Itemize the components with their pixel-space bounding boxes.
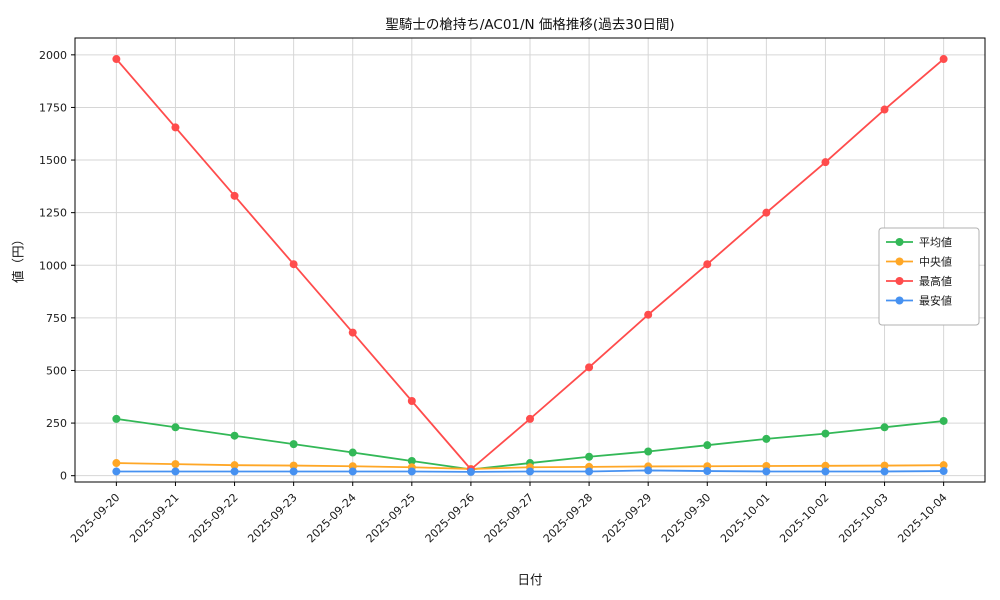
data-point-marker bbox=[289, 461, 298, 470]
x-tick-label: 2025-09-30 bbox=[659, 491, 713, 545]
data-point-marker bbox=[526, 414, 534, 423]
legend-label: 最安値 bbox=[919, 294, 952, 308]
legend-label: 平均値 bbox=[919, 236, 952, 249]
data-point-marker bbox=[112, 55, 121, 64]
data-point-marker bbox=[171, 123, 180, 132]
data-point-marker bbox=[821, 158, 830, 167]
data-point-marker bbox=[939, 55, 948, 64]
legend-marker bbox=[895, 257, 904, 266]
data-point-marker bbox=[821, 429, 830, 438]
legend-marker bbox=[895, 277, 904, 285]
series-最安値 bbox=[112, 466, 948, 476]
legend-label: 中央値 bbox=[919, 256, 952, 269]
data-point-marker bbox=[112, 467, 121, 476]
data-point-marker bbox=[407, 456, 416, 465]
y-tick-label: 750 bbox=[46, 312, 67, 325]
data-point-marker bbox=[703, 467, 712, 476]
x-axis-label: 日付 bbox=[517, 572, 543, 587]
x-tick-label: 2025-09-29 bbox=[600, 491, 654, 545]
x-tick-label: 2025-10-03 bbox=[836, 491, 890, 545]
data-point-marker bbox=[703, 441, 712, 450]
data-point-marker bbox=[880, 105, 889, 114]
data-point-marker bbox=[112, 414, 121, 423]
data-point-marker bbox=[230, 467, 239, 476]
data-point-marker bbox=[880, 461, 889, 470]
y-tick-label: 1750 bbox=[39, 101, 67, 114]
y-axis-label: 値（円） bbox=[10, 232, 26, 284]
grid-lines bbox=[75, 38, 985, 482]
data-point-marker bbox=[821, 461, 830, 470]
data-point-marker bbox=[585, 452, 594, 461]
data-point-marker bbox=[289, 467, 298, 476]
x-tick-label: 2025-09-27 bbox=[482, 491, 536, 545]
y-tick-label: 250 bbox=[46, 417, 67, 430]
series-最高値 bbox=[112, 55, 948, 474]
data-point-marker bbox=[644, 447, 653, 456]
data-point-marker bbox=[348, 328, 357, 337]
data-point-marker bbox=[644, 310, 653, 319]
chart-title: 聖騎士の槍持ち/AC01/N 価格推移(過去30日間) bbox=[385, 17, 675, 33]
y-tick-label: 2000 bbox=[39, 49, 67, 62]
legend-label: 最高値 bbox=[919, 274, 952, 288]
x-tick-label: 2025-09-26 bbox=[423, 491, 477, 545]
data-point-marker bbox=[289, 440, 298, 449]
data-point-marker bbox=[762, 208, 771, 217]
x-tick-label: 2025-10-02 bbox=[777, 491, 831, 545]
data-point-marker bbox=[171, 467, 180, 476]
data-point-marker bbox=[762, 467, 771, 476]
data-point-marker bbox=[230, 191, 239, 200]
y-tick-label: 0 bbox=[60, 470, 67, 483]
data-point-marker bbox=[348, 448, 357, 457]
y-tick-label: 1500 bbox=[39, 154, 67, 167]
x-tick-label: 2025-09-22 bbox=[186, 491, 240, 545]
data-point-marker bbox=[939, 461, 948, 470]
x-tick-label: 2025-09-20 bbox=[68, 491, 122, 545]
legend-marker bbox=[895, 238, 904, 246]
data-point-marker bbox=[880, 467, 889, 476]
y-tick-label: 500 bbox=[46, 364, 67, 377]
data-point-marker bbox=[407, 396, 416, 405]
data-point-marker bbox=[762, 434, 771, 443]
data-point-marker bbox=[348, 467, 357, 476]
series-中央値 bbox=[112, 459, 948, 473]
axis-ticks bbox=[71, 54, 945, 486]
data-point-marker bbox=[171, 460, 180, 469]
x-tick-label: 2025-09-28 bbox=[541, 491, 595, 545]
data-point-marker bbox=[112, 459, 121, 468]
data-point-marker bbox=[762, 462, 771, 471]
data-point-marker bbox=[289, 260, 298, 269]
data-point-marker bbox=[703, 260, 712, 269]
data-point-marker bbox=[585, 363, 594, 372]
data-point-marker bbox=[644, 466, 653, 475]
data-point-marker bbox=[939, 467, 948, 476]
data-point-marker bbox=[407, 467, 416, 476]
data-point-marker bbox=[230, 461, 239, 470]
data-point-marker bbox=[585, 467, 594, 476]
x-tick-label: 2025-09-21 bbox=[127, 491, 181, 545]
data-point-marker bbox=[466, 467, 475, 476]
y-tick-label: 1250 bbox=[39, 207, 67, 220]
data-point-marker bbox=[526, 467, 534, 476]
data-point-marker bbox=[171, 423, 180, 432]
x-tick-label: 2025-09-25 bbox=[364, 491, 418, 545]
x-tick-label: 2025-09-23 bbox=[245, 491, 299, 545]
data-point-marker bbox=[939, 416, 948, 425]
data-point-marker bbox=[230, 431, 239, 440]
data-point-marker bbox=[880, 423, 889, 432]
legend-marker bbox=[895, 296, 904, 305]
y-tick-label: 1000 bbox=[39, 259, 67, 272]
data-point-marker bbox=[821, 467, 830, 476]
x-tick-label: 2025-09-24 bbox=[304, 491, 358, 545]
x-tick-label: 2025-10-04 bbox=[895, 491, 949, 545]
x-tick-label: 2025-10-01 bbox=[718, 491, 772, 545]
